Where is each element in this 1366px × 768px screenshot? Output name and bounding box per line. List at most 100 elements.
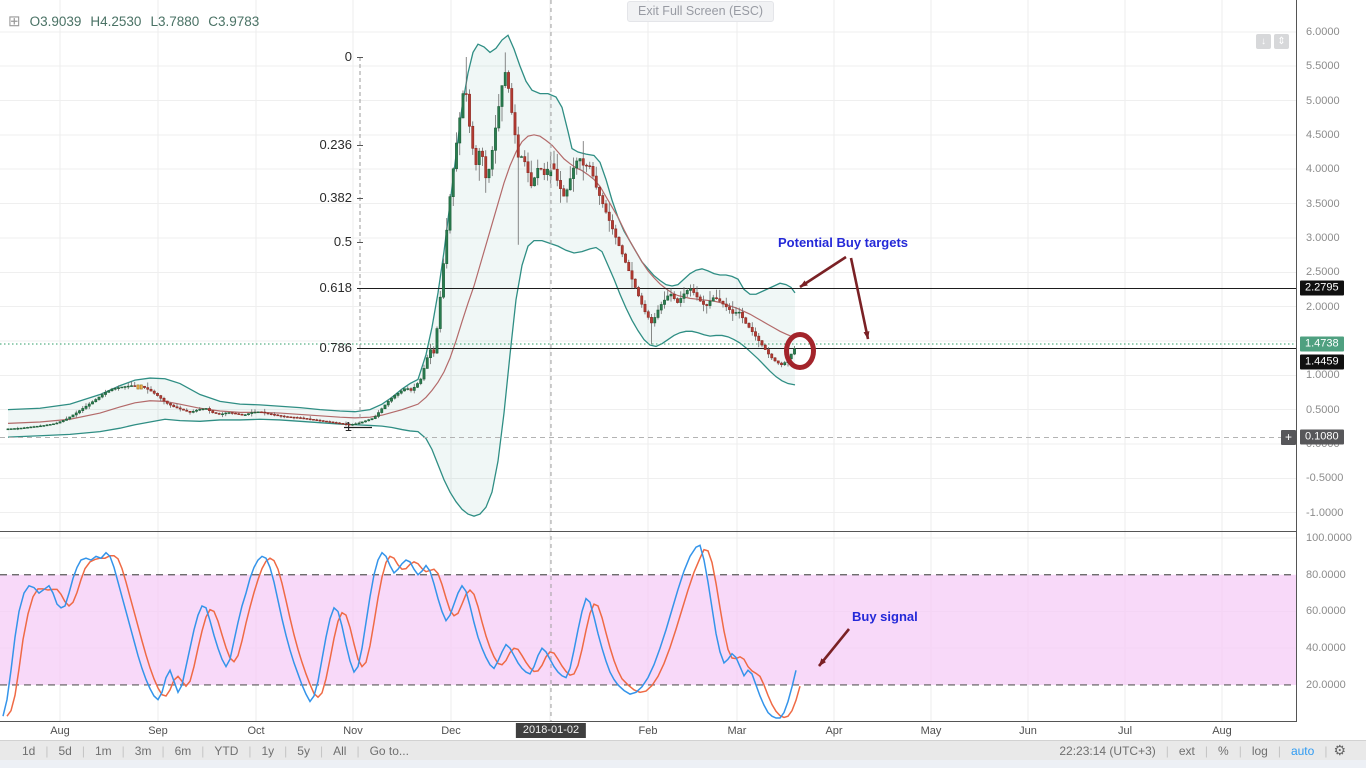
mode-button-auto[interactable]: auto [1290,743,1315,758]
candle-body [201,408,205,410]
candle-body [435,328,439,354]
stoch-tick: 80.0000 [1306,568,1346,581]
month-label-dec: Dec [441,725,461,737]
range-button-5d[interactable]: 5d [58,743,72,758]
candle-body [273,414,276,416]
candle-body [22,427,26,429]
candle-body [737,311,741,314]
range-selector: 1d | 5d | 1m | 3m | 6m | YTD | 1y | 5y | All | Go to... [12,744,419,758]
candle-body [731,309,735,314]
candle-body [68,416,72,420]
candle-body [552,163,556,170]
toolbar-right-controls: 22:23:14 (UTC+3) | ext |% | log | auto | ⚙ [1049,742,1352,759]
scroll-to-recent-button[interactable]: ↓ [1256,34,1271,49]
candle-body [724,303,728,308]
candle-body [643,303,647,313]
range-button-5y[interactable]: 5y [297,743,310,758]
ohlc-legend: ⊞ O3.9039 H4.2530 L3.7880 C3.9783 [8,14,259,29]
candle-body [477,150,481,165]
candle-body [243,414,247,416]
legend-high: H4.2530 [90,14,142,29]
candle-body [646,311,650,318]
price-axis[interactable]: 6.0000 5.5000 5.0000 4.5000 4.0000 3.5000 3.00… [1297,0,1366,722]
candle-body [52,423,55,426]
candle-body [146,387,150,390]
candle-body [74,412,78,416]
candle-body [35,425,39,428]
toolbar-divider: | [1324,743,1328,758]
candle-body [289,416,293,419]
candle-body [61,420,65,423]
settings-gear-icon[interactable]: ⚙ [1333,742,1346,758]
range-button-6m[interactable]: 6m [174,743,192,758]
candle-body [13,428,16,430]
horizontal-lines [0,343,1297,438]
range-button-goto[interactable]: Go to... [369,743,409,758]
candle-body [383,404,387,410]
legend-low: L3.7880 [150,14,200,29]
candle-body [266,412,270,415]
candle-body [136,384,140,390]
price-tick: 5.0000 [1306,94,1340,107]
candle-body [126,385,130,388]
range-button-ytd[interactable]: YTD [214,743,239,758]
candle-body [230,412,234,414]
candle-body [471,125,475,149]
month-label-oct: Oct [247,725,265,737]
month-label-jul: Jul [1117,725,1133,737]
candle-body [490,150,494,170]
range-button-1y[interactable]: 1y [261,743,275,758]
time-axis[interactable]: Aug Sep Oct Nov Dec Feb Mar Apr May Jun Jul Aug 2018… [0,722,1366,740]
price-tick: 5.5000 [1306,60,1340,73]
candle-body [214,412,218,414]
candle-body [679,298,683,303]
candle-body [84,405,88,409]
candle-body [510,88,514,113]
candle-body [604,203,608,213]
add-symbol-icon[interactable]: ⊞ [8,13,21,30]
add-alert-plus-button[interactable]: + [1281,430,1296,445]
price-tick: 4.0000 [1306,163,1340,176]
range-button-3m[interactable]: 3m [134,743,152,758]
candle-body [351,424,354,426]
main-chart-area[interactable]: 0 0.236 0.382 0.5 0.618 0.786 1 [0,0,1366,722]
candle-body [286,416,289,418]
candle-body [185,409,189,412]
candle-body [650,317,653,324]
bottom-toolbar: 1d | 5d | 1m | 3m | 6m | YTD | 1y | 5y | All | Go to... 22… [0,740,1366,760]
candle-body [406,388,410,390]
candle-body [464,93,468,95]
candle-body [685,290,689,295]
candle-body [377,412,380,417]
candle-body [497,106,501,129]
legend-close: C3.9783 [208,14,260,29]
candle-body [526,161,530,173]
month-label-mar: Mar [727,725,747,737]
mode-button-log[interactable]: log [1251,743,1268,758]
bb-lower-line [7,239,796,517]
annotation-arrow [817,628,851,667]
candle-body [39,425,42,428]
mode-button-percent[interactable]: % [1218,743,1229,758]
toolbar-divider: | [1238,743,1242,758]
range-button-all[interactable]: All [333,743,347,758]
range-button-1m[interactable]: 1m [94,743,112,758]
candle-body [529,172,533,187]
candle-body [711,297,715,302]
range-button-1d[interactable]: 1d [22,743,36,758]
candle-body [113,388,117,390]
bottom-strip [0,760,1366,768]
candle-body [175,406,179,409]
candle-body [692,288,696,293]
price-scale-reset-button[interactable]: ⇕ [1274,34,1289,49]
mode-button-ext[interactable]: ext [1178,743,1195,758]
candle-body [783,362,787,366]
fib-label: 0.236 [319,137,352,152]
candle-body [188,410,192,413]
candle-body [133,385,137,387]
candle-body [211,410,215,413]
candle-body [29,426,33,429]
candle-body [715,297,718,299]
candle-body [250,412,254,414]
candle-body [32,426,36,428]
